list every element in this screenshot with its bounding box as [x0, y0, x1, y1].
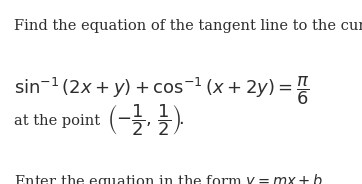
Text: $\sin^{-1}(2x + y) + \cos^{-1}(x + 2y) = \dfrac{\pi}{6}$: $\sin^{-1}(2x + y) + \cos^{-1}(x + 2y) =…: [14, 75, 310, 107]
Text: at the point: at the point: [14, 114, 105, 128]
Text: $\left(-\dfrac{1}{2},\, \dfrac{1}{2}\right)\!.$: $\left(-\dfrac{1}{2},\, \dfrac{1}{2}\rig…: [107, 103, 184, 138]
Text: Enter the equation in the form $y = mx + b$.: Enter the equation in the form $y = mx +…: [14, 172, 327, 184]
Text: Find the equation of the tangent line to the curve:: Find the equation of the tangent line to…: [14, 19, 362, 33]
